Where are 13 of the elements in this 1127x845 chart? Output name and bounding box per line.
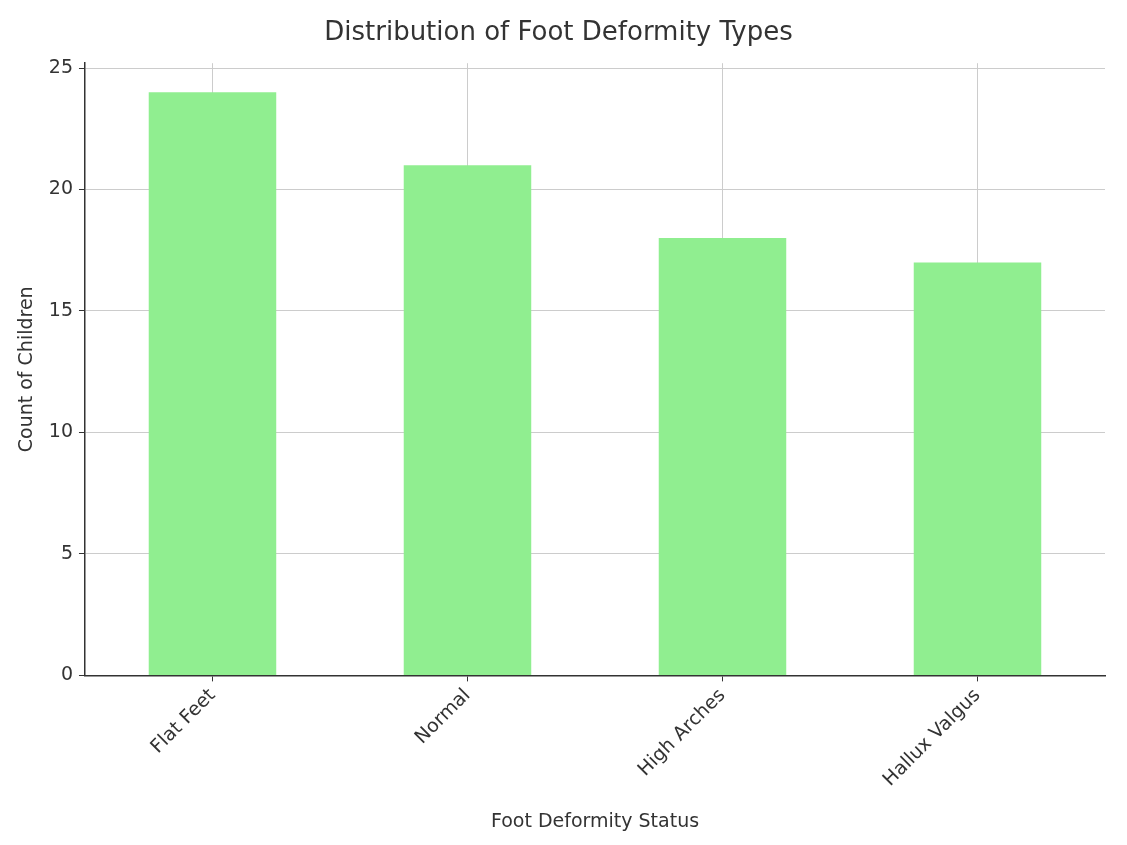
y-tick-label: 5 (60, 540, 73, 563)
x-axis-title: Foot Deformity Status (490, 808, 700, 831)
y-tick-label: 20 (48, 176, 73, 199)
y-axis-title: Count of Children (14, 286, 37, 453)
bar (403, 165, 532, 675)
bar (658, 238, 787, 675)
bar (148, 92, 277, 675)
y-tick-label: 15 (48, 297, 73, 320)
y-tick-label: 10 (48, 419, 73, 442)
y-tick-label: 25 (48, 55, 73, 77)
y-tick-label: 0 (60, 662, 73, 685)
chart-title: Distribution of Foot Deformity Types (324, 16, 793, 47)
bar (913, 262, 1042, 675)
